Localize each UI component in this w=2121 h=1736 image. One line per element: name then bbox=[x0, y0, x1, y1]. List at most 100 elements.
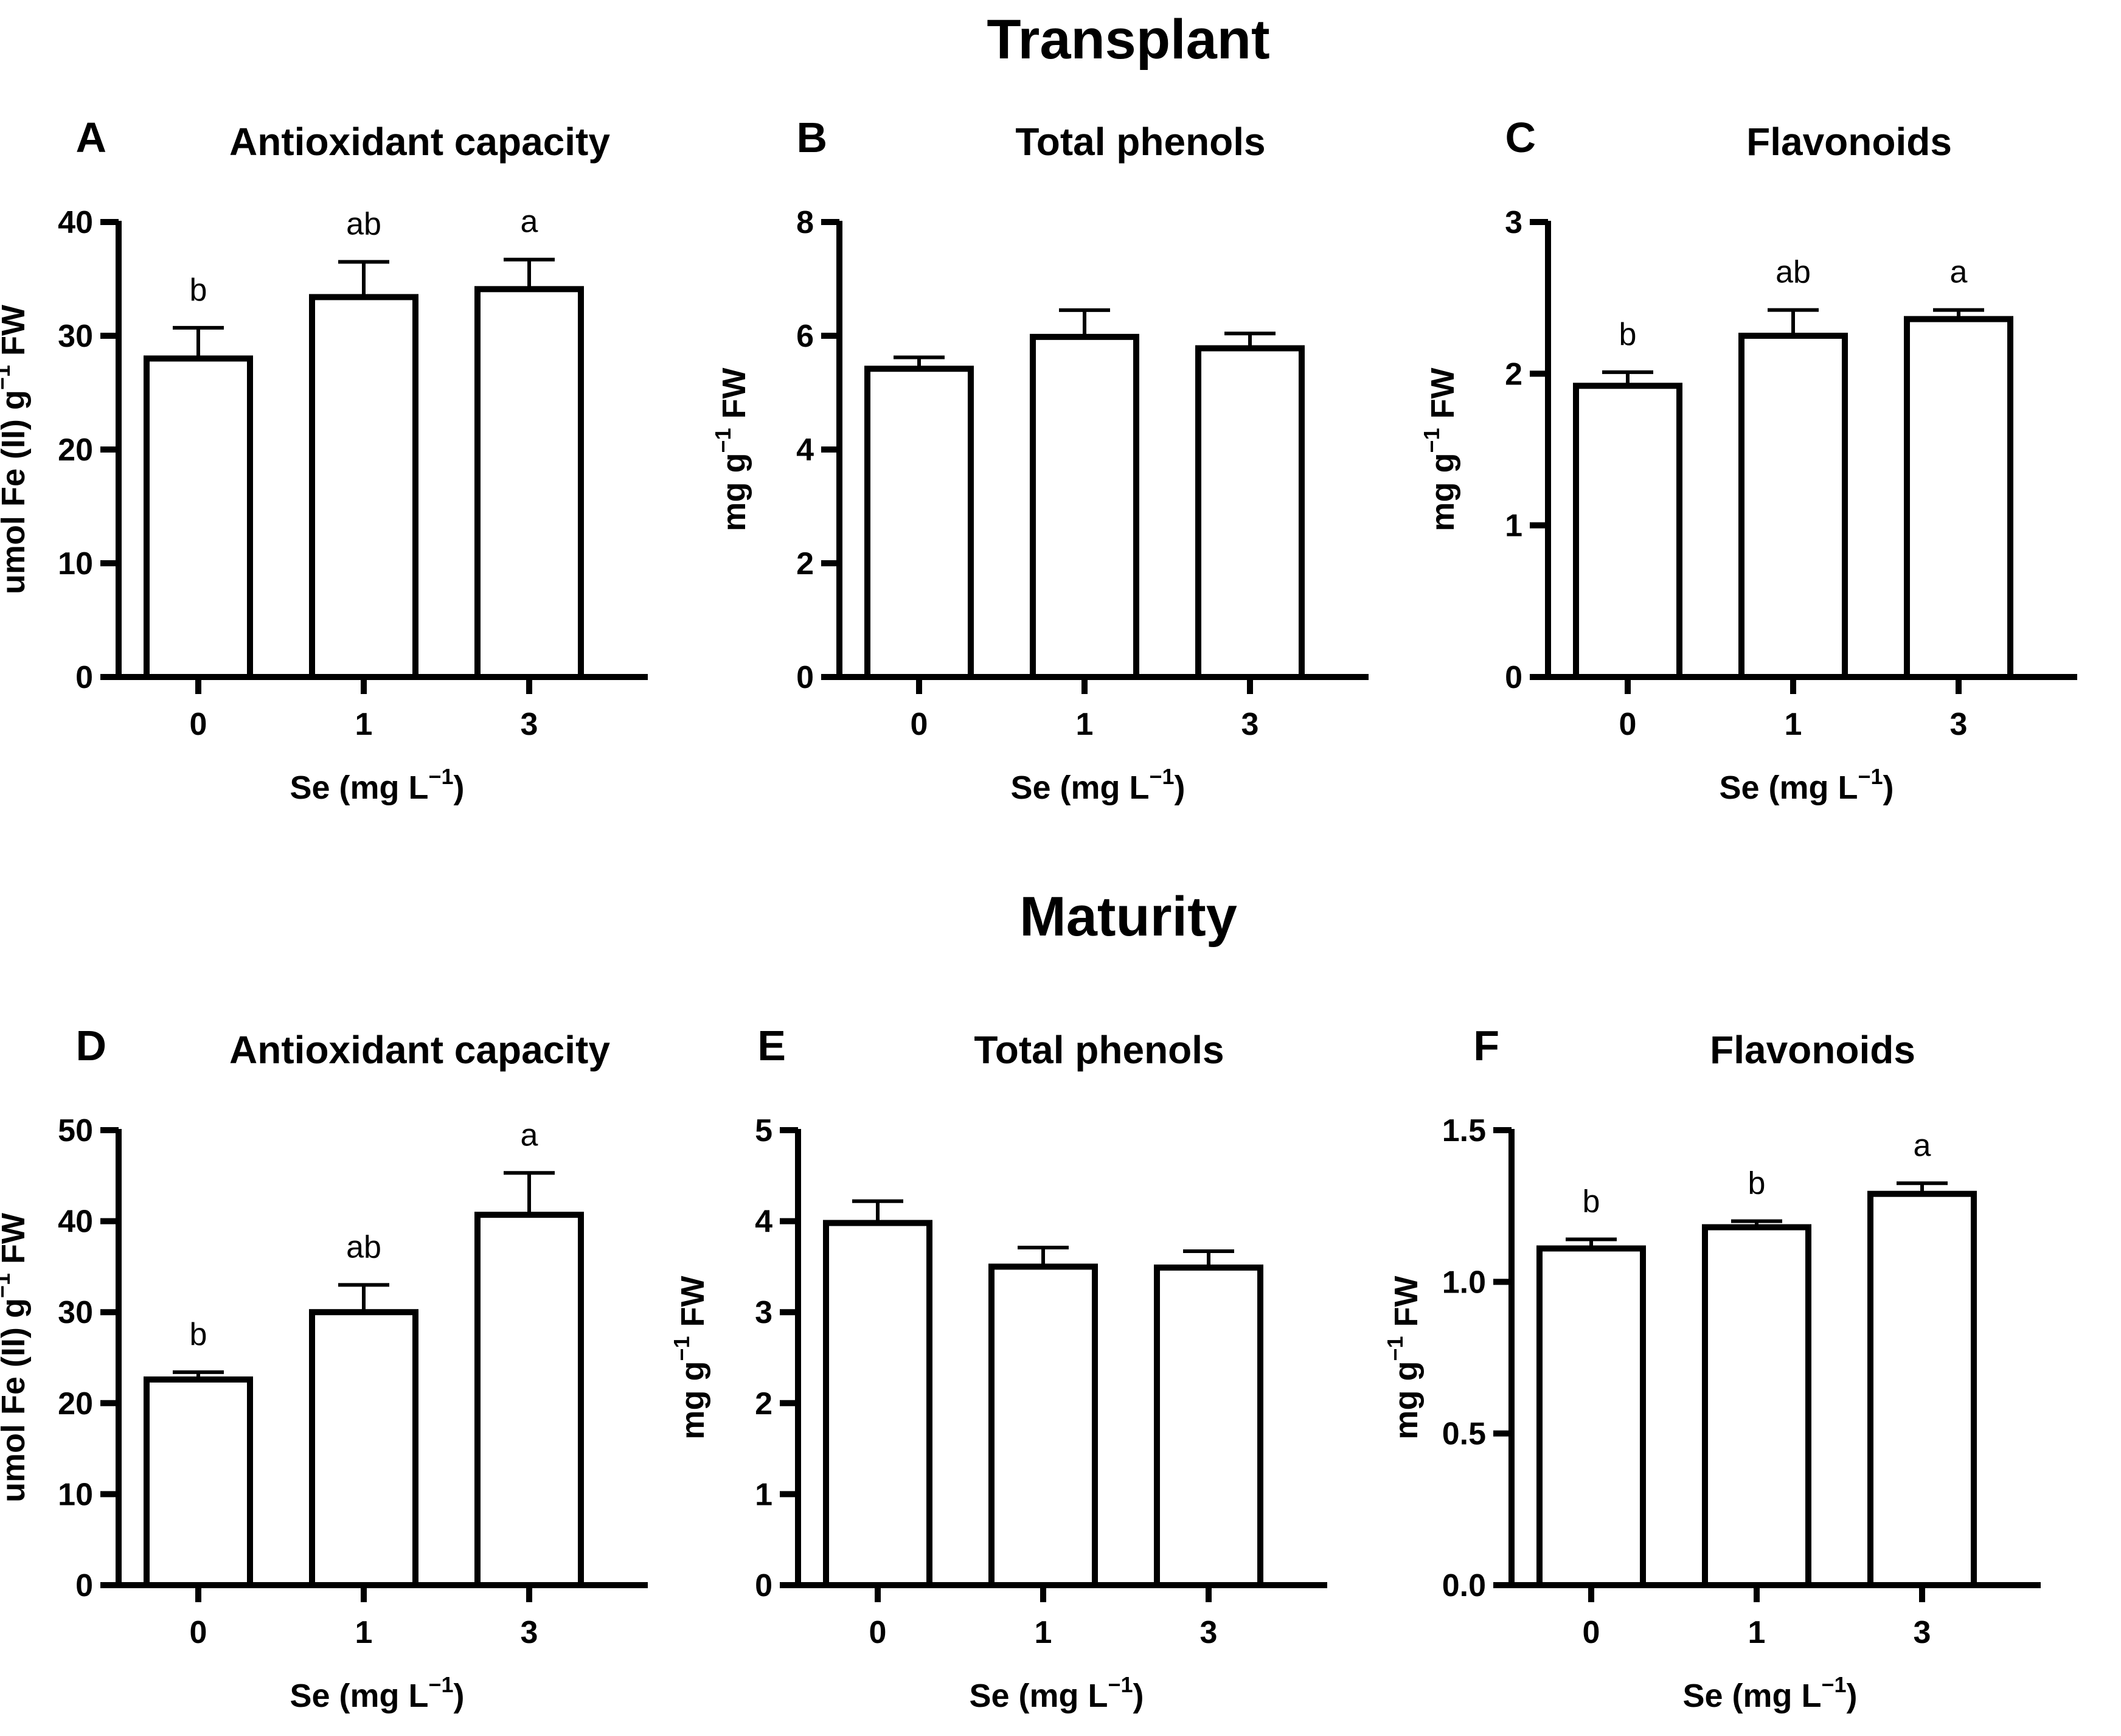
panel-letter: E bbox=[757, 1022, 786, 1069]
bar bbox=[144, 355, 253, 680]
y-tick-label: 3 bbox=[1505, 205, 1522, 240]
panel-title: Total phenols bbox=[974, 1028, 1224, 1072]
x-tick-label: 3 bbox=[521, 707, 538, 742]
x-tick-label: 3 bbox=[521, 1615, 538, 1650]
significance-label: a bbox=[521, 204, 538, 240]
x-tick-label: 1 bbox=[355, 1615, 373, 1650]
x-tick-label: 1 bbox=[1076, 707, 1094, 742]
x-tick-label: 3 bbox=[1241, 707, 1259, 742]
x-axis-label: Se (mg L−1) bbox=[290, 1672, 464, 1714]
chart-panel-e: E Total phenols 0 1 2 3 4 5 mg g−1 FW 0 1 3 Se (mg L… bbox=[669, 1022, 1327, 1714]
x-tick-label: 1 bbox=[355, 707, 373, 742]
y-axis-label: umol Fe (II) g−1 FW bbox=[0, 1213, 32, 1502]
bar bbox=[1702, 1224, 1811, 1589]
y-axis-label: mg g−1 FW bbox=[669, 1276, 711, 1439]
y-tick-label: 0 bbox=[75, 1568, 93, 1603]
significance-label: ab bbox=[1776, 255, 1811, 290]
significance-label: a bbox=[521, 1117, 538, 1153]
x-tick-label: 0 bbox=[190, 1615, 207, 1650]
bar bbox=[1030, 333, 1139, 680]
y-tick-label: 10 bbox=[58, 546, 93, 582]
y-axis-label: umol Fe (II) g−1 FW bbox=[0, 305, 32, 594]
bar bbox=[823, 1220, 932, 1589]
y-tick-label: 2 bbox=[755, 1386, 772, 1422]
bar bbox=[1904, 316, 2013, 680]
y-tick-label: 30 bbox=[58, 1295, 93, 1330]
x-tick-label: 0 bbox=[869, 1615, 887, 1650]
y-tick-label: 0 bbox=[755, 1568, 772, 1603]
x-tick-label: 1 bbox=[1785, 707, 1802, 742]
bar bbox=[309, 294, 418, 681]
section-title-maturity: Maturity bbox=[1019, 886, 1237, 948]
y-tick-label: 40 bbox=[58, 205, 93, 240]
y-tick-label: 30 bbox=[58, 319, 93, 354]
x-axis-label: Se (mg L−1) bbox=[969, 1672, 1144, 1714]
y-axis-label: mg g−1 FW bbox=[1383, 1276, 1425, 1439]
y-axis-label: mg g−1 FW bbox=[710, 367, 752, 531]
y-tick-label: 2 bbox=[1505, 356, 1522, 392]
significance-label: a bbox=[1950, 255, 1968, 290]
y-tick-label: 3 bbox=[755, 1295, 772, 1330]
y-tick-label: 8 bbox=[796, 205, 814, 240]
significance-label: b bbox=[190, 1317, 207, 1352]
x-tick-label: 0 bbox=[190, 707, 207, 742]
bar bbox=[1738, 333, 1848, 680]
y-tick-label: 50 bbox=[58, 1113, 93, 1148]
bar bbox=[988, 1263, 1098, 1588]
y-tick-label: 0 bbox=[1505, 660, 1522, 695]
chart-panel-f: F Flavonoids 0.0 0.5 1.0 1.5 mg g−1 FW 0 b 1 b 3 a Se… bbox=[1383, 1022, 2041, 1714]
significance-label: b bbox=[190, 273, 207, 308]
y-tick-label: 0.0 bbox=[1442, 1568, 1486, 1603]
y-tick-label: 20 bbox=[58, 1386, 93, 1422]
y-tick-label: 1 bbox=[755, 1477, 772, 1512]
x-tick-label: 3 bbox=[1200, 1615, 1218, 1650]
significance-label: b bbox=[1619, 317, 1637, 352]
bar bbox=[309, 1309, 418, 1588]
y-tick-label: 0 bbox=[75, 660, 93, 695]
bar bbox=[1536, 1245, 1646, 1588]
x-axis-label: Se (mg L−1) bbox=[1010, 764, 1185, 806]
y-tick-label: 4 bbox=[796, 432, 814, 468]
x-tick-label: 0 bbox=[1619, 707, 1637, 742]
panel-title: Flavonoids bbox=[1710, 1028, 1915, 1072]
panel-title: Antioxidant capacity bbox=[229, 120, 610, 164]
bar bbox=[474, 1212, 584, 1589]
x-tick-label: 0 bbox=[1583, 1615, 1600, 1650]
panel-letter: C bbox=[1505, 114, 1536, 161]
x-tick-label: 1 bbox=[1035, 1615, 1052, 1650]
y-tick-label: 6 bbox=[796, 319, 814, 354]
y-tick-label: 40 bbox=[58, 1204, 93, 1240]
panel-title: Total phenols bbox=[1015, 120, 1265, 164]
x-tick-label: 1 bbox=[1748, 1615, 1766, 1650]
y-tick-label: 4 bbox=[755, 1204, 772, 1240]
y-tick-label: 2 bbox=[796, 546, 814, 582]
y-tick-label: 10 bbox=[58, 1477, 93, 1512]
significance-label: ab bbox=[346, 1229, 381, 1265]
chart-panel-b: B Total phenols 0 2 4 6 8 mg g−1 FW 0 1 3 Se (mg L−… bbox=[710, 114, 1369, 806]
panel-letter: D bbox=[75, 1022, 106, 1069]
bar bbox=[1867, 1190, 1977, 1588]
x-tick-label: 0 bbox=[911, 707, 928, 742]
x-axis-label: Se (mg L−1) bbox=[1682, 1672, 1857, 1714]
x-axis-label: Se (mg L−1) bbox=[290, 764, 464, 806]
x-tick-label: 3 bbox=[1950, 707, 1968, 742]
panel-letter: B bbox=[796, 114, 827, 161]
section-title-transplant: Transplant bbox=[987, 9, 1269, 71]
bar bbox=[1573, 383, 1682, 681]
x-axis-label: Se (mg L−1) bbox=[1719, 764, 1894, 806]
panel-letter: A bbox=[75, 114, 106, 161]
significance-label: b bbox=[1748, 1166, 1766, 1201]
significance-label: b bbox=[1583, 1184, 1600, 1220]
bar bbox=[474, 286, 584, 680]
significance-label: a bbox=[1914, 1128, 1931, 1163]
y-axis-label: mg g−1 FW bbox=[1419, 367, 1461, 531]
chart-panel-c: C Flavonoids 0 1 2 3 mg g−1 FW 0 b 1 ab 3 a Se (mg L−… bbox=[1419, 114, 2077, 806]
y-tick-label: 1.0 bbox=[1442, 1265, 1486, 1300]
panel-title: Flavonoids bbox=[1746, 120, 1952, 164]
bar bbox=[144, 1376, 253, 1589]
panel-letter: F bbox=[1473, 1022, 1499, 1069]
y-tick-label: 20 bbox=[58, 432, 93, 468]
